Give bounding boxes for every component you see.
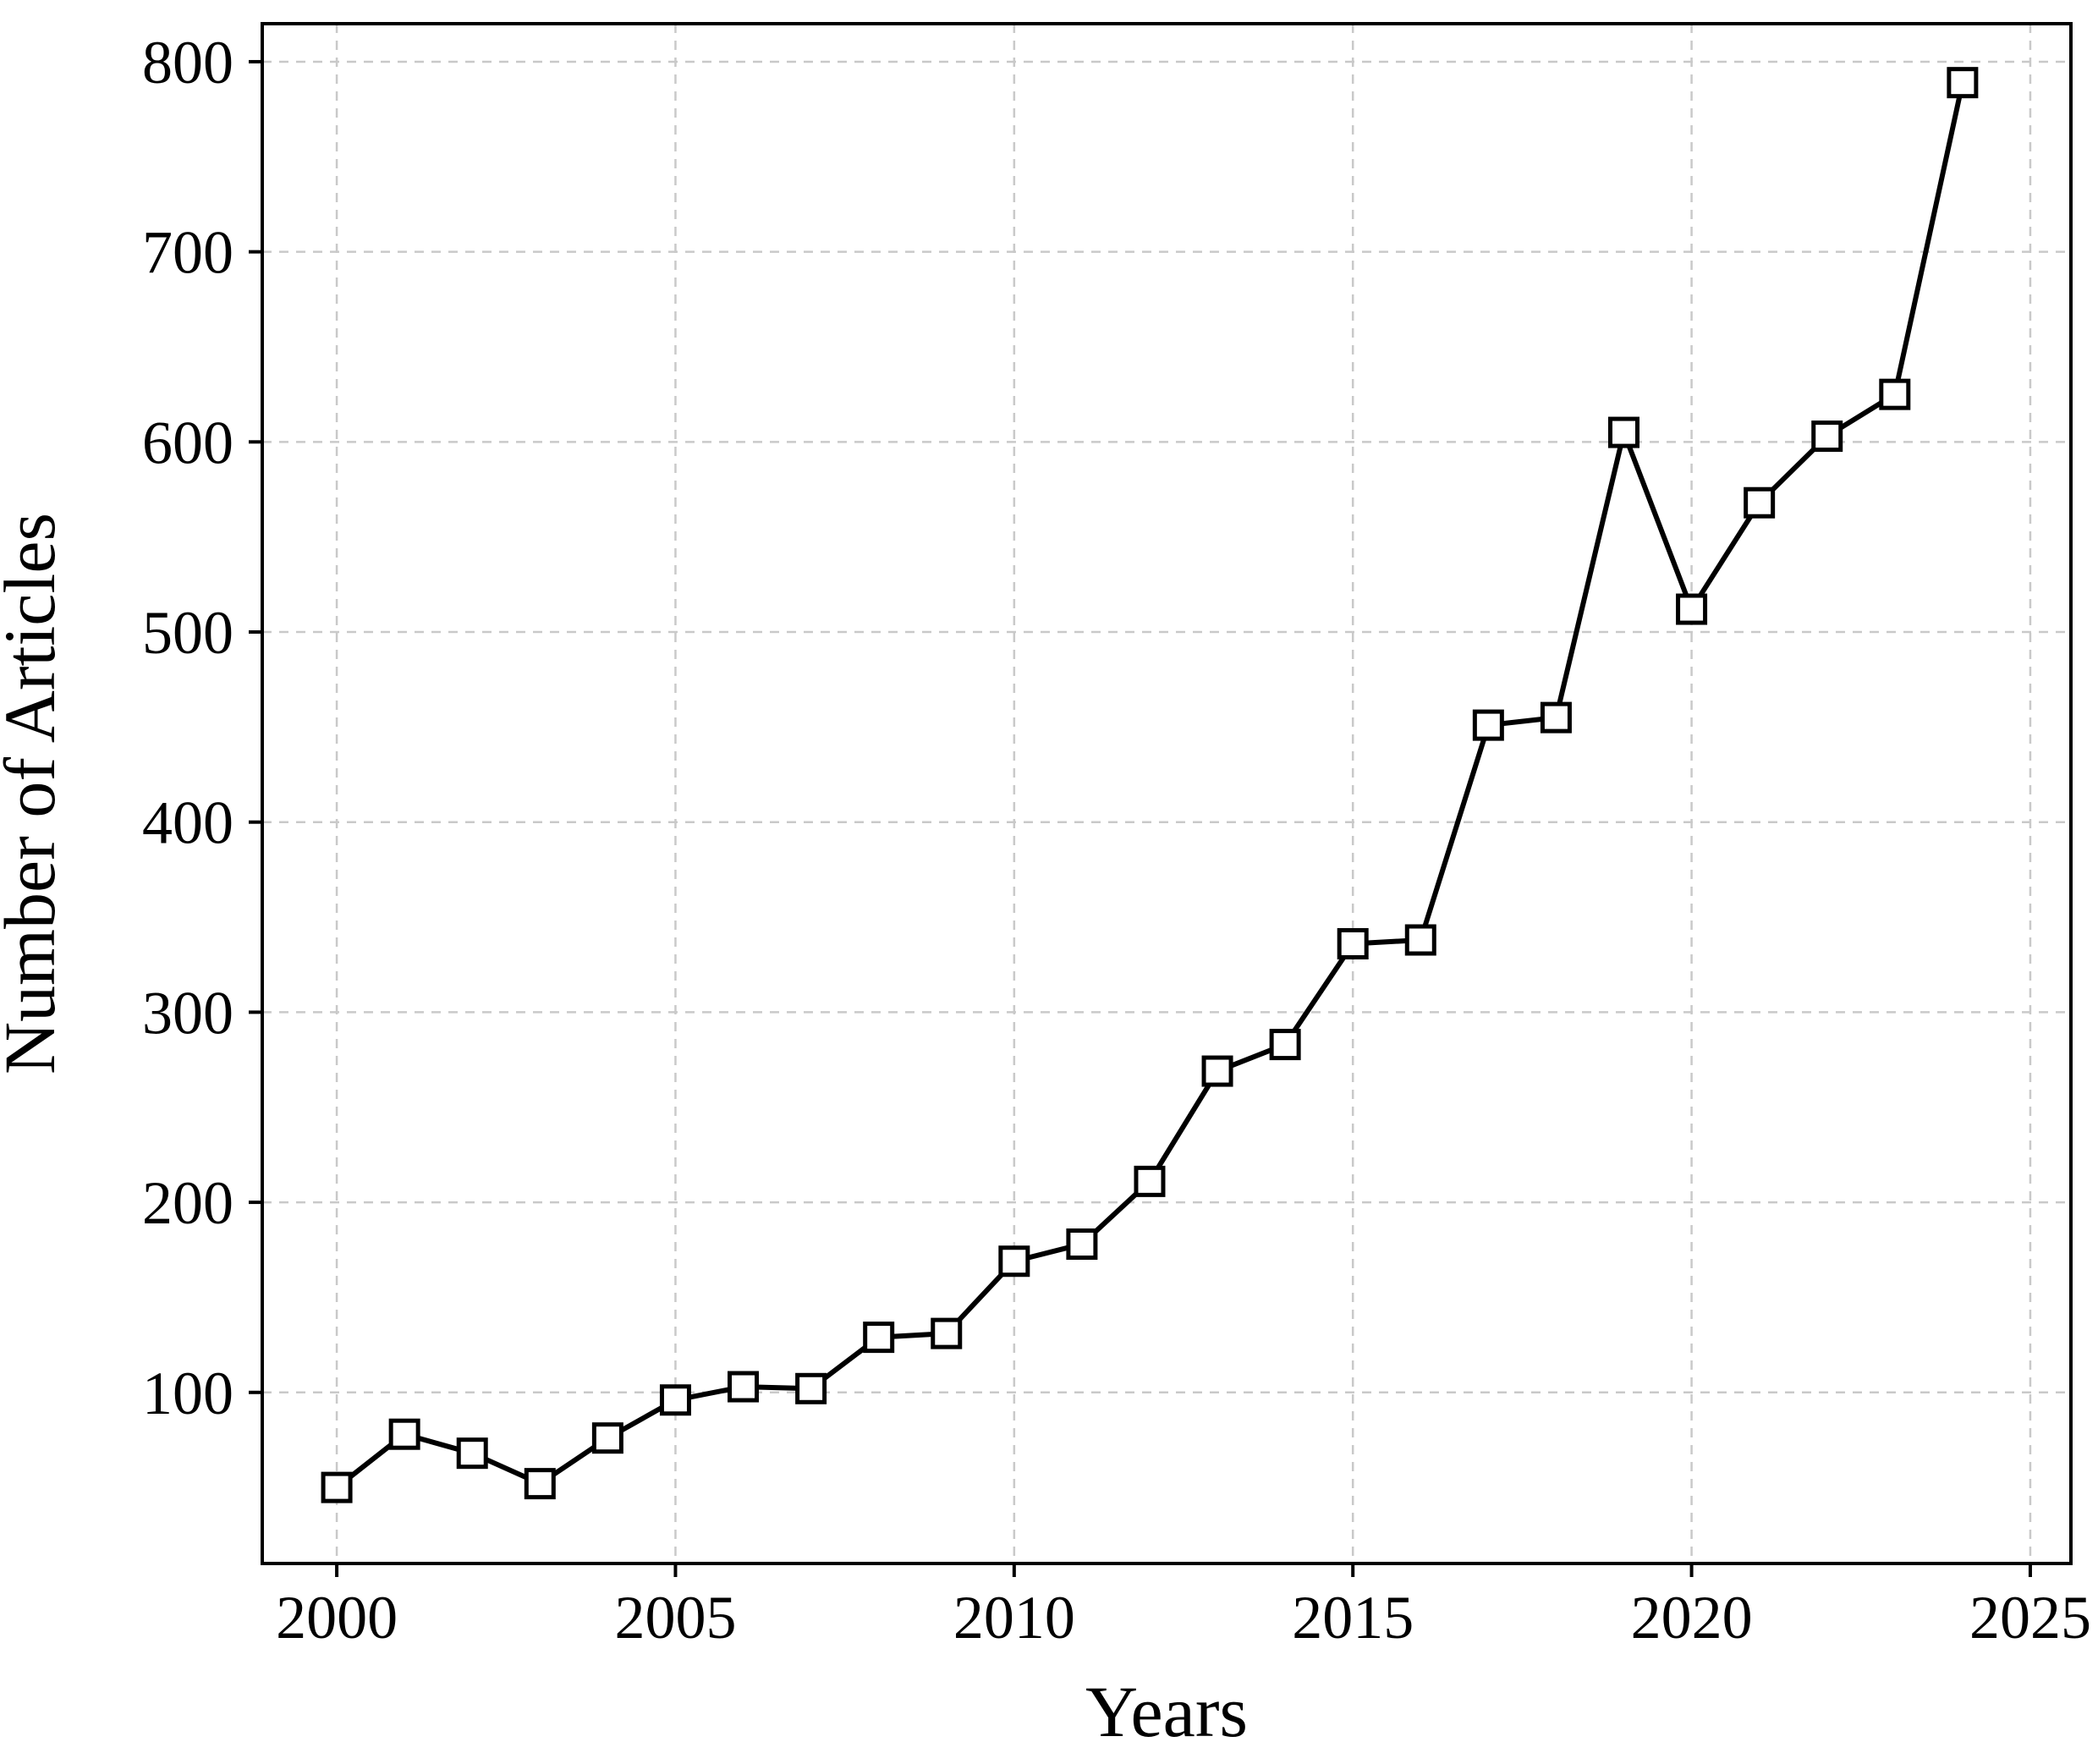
y-tick-label: 400 <box>142 789 233 857</box>
data-point-marker <box>1404 924 1436 956</box>
data-point-marker <box>1201 1055 1233 1087</box>
data-point-marker <box>456 1437 488 1470</box>
y-tick-label: 700 <box>142 219 233 287</box>
data-point-marker <box>1676 593 1708 625</box>
x-tick-label: 2005 <box>614 1584 736 1651</box>
data-point-marker <box>1879 378 1911 410</box>
data-point-marker <box>591 1422 623 1454</box>
articles-line-series <box>334 80 1965 1491</box>
y-tick-label: 800 <box>142 29 233 96</box>
x-tick-label: 2015 <box>1292 1584 1414 1651</box>
y-axis-label: Number of Articles <box>0 513 70 1074</box>
data-point-marker <box>1066 1228 1098 1261</box>
data-point-marker <box>1472 709 1504 741</box>
y-tick-label: 200 <box>142 1169 233 1237</box>
data-point-marker <box>1337 928 1369 960</box>
data-point-marker <box>1947 67 1979 99</box>
y-tick-label: 600 <box>142 409 233 476</box>
x-tick-label: 2000 <box>276 1584 398 1651</box>
y-tick-label: 300 <box>142 979 233 1047</box>
data-point-marker <box>863 1322 895 1354</box>
data-point-marker <box>998 1245 1030 1278</box>
data-point-marker <box>1134 1165 1166 1197</box>
plot-border <box>261 22 2073 1565</box>
x-tick-label: 2020 <box>1631 1584 1753 1651</box>
axis-layer: 2000 2005 2010 2015 2020 2025 100 200 300 400 500 6… <box>142 22 2091 1651</box>
data-point-marker <box>931 1317 963 1349</box>
x-tick-label: 2010 <box>953 1584 1075 1651</box>
data-point-marker <box>659 1384 691 1416</box>
data-point-marker <box>1744 486 1776 519</box>
y-tick-label: 100 <box>142 1360 233 1427</box>
data-point-marker <box>1608 416 1640 448</box>
data-point-marker <box>728 1371 760 1403</box>
x-tick-label: 2025 <box>1969 1584 2091 1651</box>
series-layer <box>321 67 1979 1503</box>
y-tick-label: 500 <box>142 599 233 667</box>
data-point-marker <box>1811 420 1843 453</box>
grid-layer <box>262 24 2071 1563</box>
data-point-marker <box>1540 701 1572 734</box>
data-point-marker <box>388 1418 420 1450</box>
x-axis-label: Years <box>1085 1671 1248 1752</box>
data-point-marker <box>795 1372 827 1404</box>
data-point-marker <box>524 1468 556 1500</box>
data-point-marker <box>1269 1029 1301 1061</box>
data-point-marker <box>321 1471 353 1503</box>
